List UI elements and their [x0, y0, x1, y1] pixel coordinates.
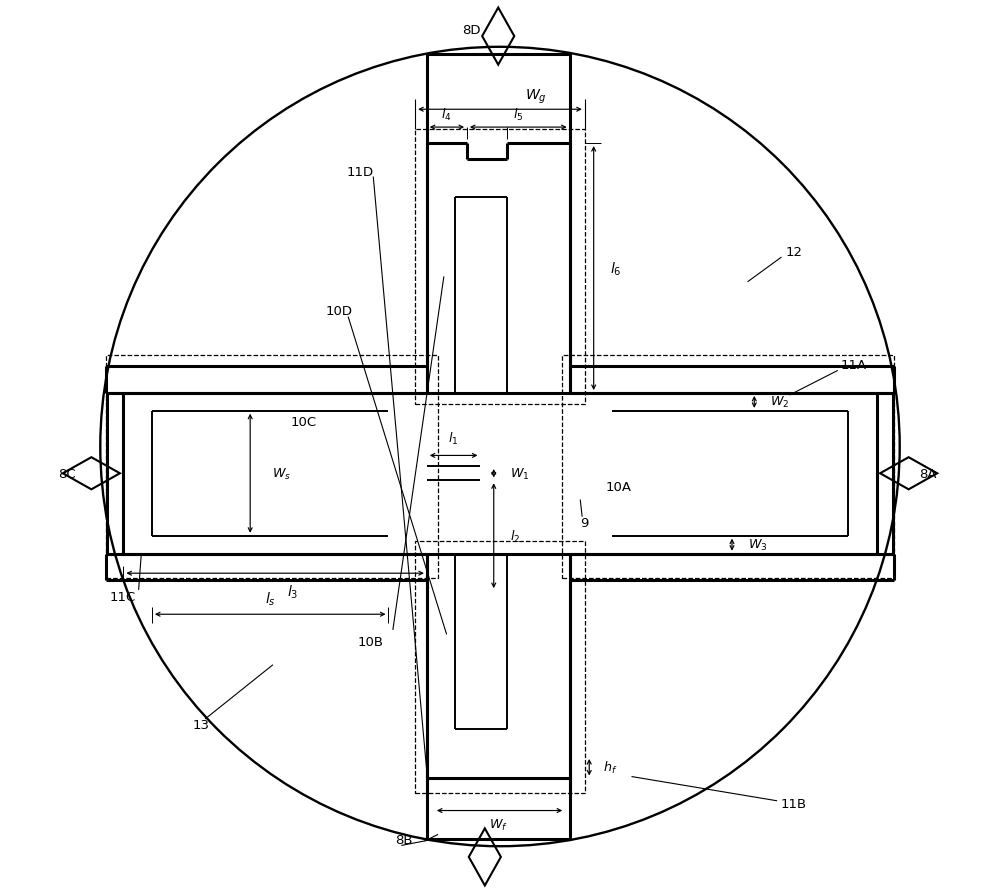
Text: $W_1$: $W_1$ [510, 466, 529, 481]
Text: 8D: 8D [462, 24, 481, 37]
Text: 10B: 10B [357, 635, 383, 648]
Text: $l_5$: $l_5$ [513, 106, 523, 122]
Bar [415, 542, 585, 793]
Text: 13: 13 [192, 719, 209, 731]
Text: $W_2$: $W_2$ [770, 395, 790, 410]
Text: 8A: 8A [919, 468, 937, 480]
Text: 10C: 10C [290, 416, 316, 428]
Text: $l_6$: $l_6$ [610, 260, 621, 277]
Text: 9: 9 [580, 516, 589, 529]
Bar [415, 130, 585, 404]
Text: $W_3$: $W_3$ [748, 537, 768, 552]
Bar [107, 393, 893, 554]
Text: 12: 12 [786, 246, 803, 259]
Text: 10D: 10D [326, 305, 353, 318]
Text: $W_s$: $W_s$ [272, 466, 292, 481]
Text: 11A: 11A [841, 358, 867, 372]
Text: 11B: 11B [781, 797, 807, 810]
Text: 11D: 11D [347, 166, 374, 179]
Text: $W_g$: $W_g$ [525, 88, 547, 105]
Text: $l_4$: $l_4$ [441, 106, 452, 122]
Text: $l_1$: $l_1$ [448, 430, 459, 446]
Text: 8C: 8C [58, 468, 76, 480]
Text: $l_s$: $l_s$ [265, 590, 276, 607]
Text: 8B: 8B [395, 833, 413, 847]
Bar [106, 355, 438, 578]
Bar [427, 55, 570, 839]
Text: $l_2$: $l_2$ [510, 528, 520, 544]
Text: $h_f$: $h_f$ [603, 759, 617, 775]
Text: 10A: 10A [605, 481, 631, 493]
Text: $W_f$: $W_f$ [489, 817, 508, 832]
Text: $l_3$: $l_3$ [287, 583, 299, 600]
Bar [562, 355, 894, 578]
Text: 11C: 11C [109, 590, 135, 603]
